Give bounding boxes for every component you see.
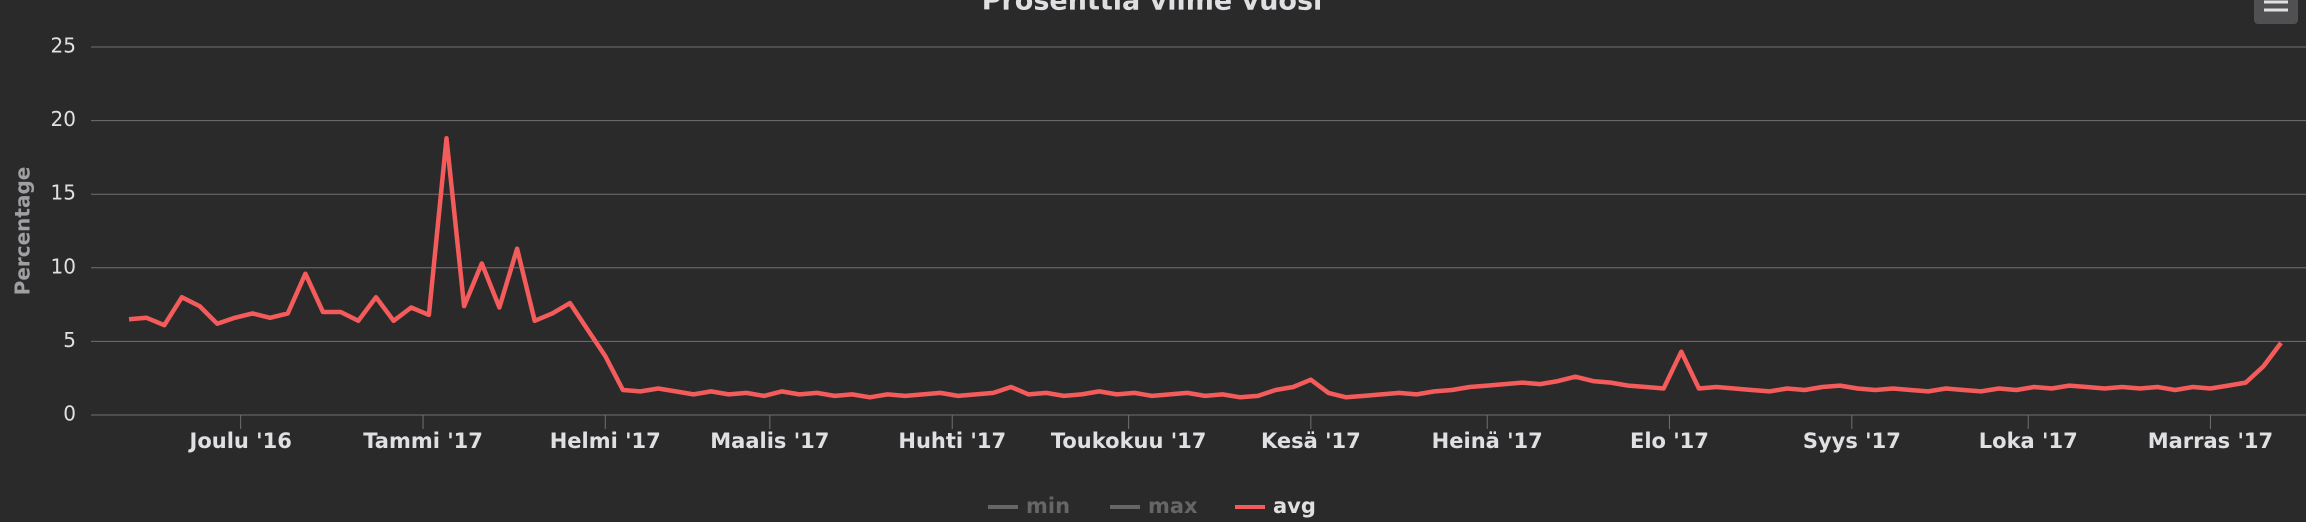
- x-tick-label: Heinä '17: [1432, 429, 1543, 453]
- chart-title: Prosenttia viime vuosi: [982, 0, 1323, 17]
- legend-label: avg: [1273, 494, 1316, 518]
- y-tick-label: 15: [51, 181, 76, 205]
- x-tick-label: Maalis '17: [710, 429, 829, 453]
- line-series: [128, 136, 2283, 400]
- y-tick-label: 20: [51, 107, 76, 131]
- legend-label: min: [1026, 494, 1070, 518]
- y-tick-label: 25: [51, 34, 76, 58]
- legend-item[interactable]: min: [988, 494, 1070, 518]
- legend-item[interactable]: max: [1110, 494, 1198, 518]
- legend-item[interactable]: avg: [1235, 494, 1316, 518]
- x-tick-label: Loka '17: [1979, 429, 2078, 453]
- x-tick-label: Elo '17: [1630, 429, 1709, 453]
- menu-button[interactable]: [2254, 0, 2298, 24]
- x-tick-label: Helmi '17: [550, 429, 661, 453]
- x-tick-label: Joulu '16: [188, 429, 292, 453]
- menu-button-bg[interactable]: [2254, 0, 2298, 24]
- y-axis-title: Percentage: [11, 167, 35, 296]
- x-tick-label: Syys '17: [1803, 429, 1901, 453]
- legend-label: max: [1148, 494, 1198, 518]
- y-tick-label: 5: [63, 328, 76, 352]
- y-tick-label: 10: [51, 254, 76, 278]
- y-tick-label: 0: [63, 402, 76, 426]
- x-tick-label: Marras '17: [2148, 429, 2273, 453]
- x-tick-label: Toukokuu '17: [1051, 429, 1207, 453]
- x-tick-label: Huhti '17: [898, 429, 1006, 453]
- x-tick-label: Kesä '17: [1261, 429, 1361, 453]
- x-tick-label: Tammi '17: [363, 429, 483, 453]
